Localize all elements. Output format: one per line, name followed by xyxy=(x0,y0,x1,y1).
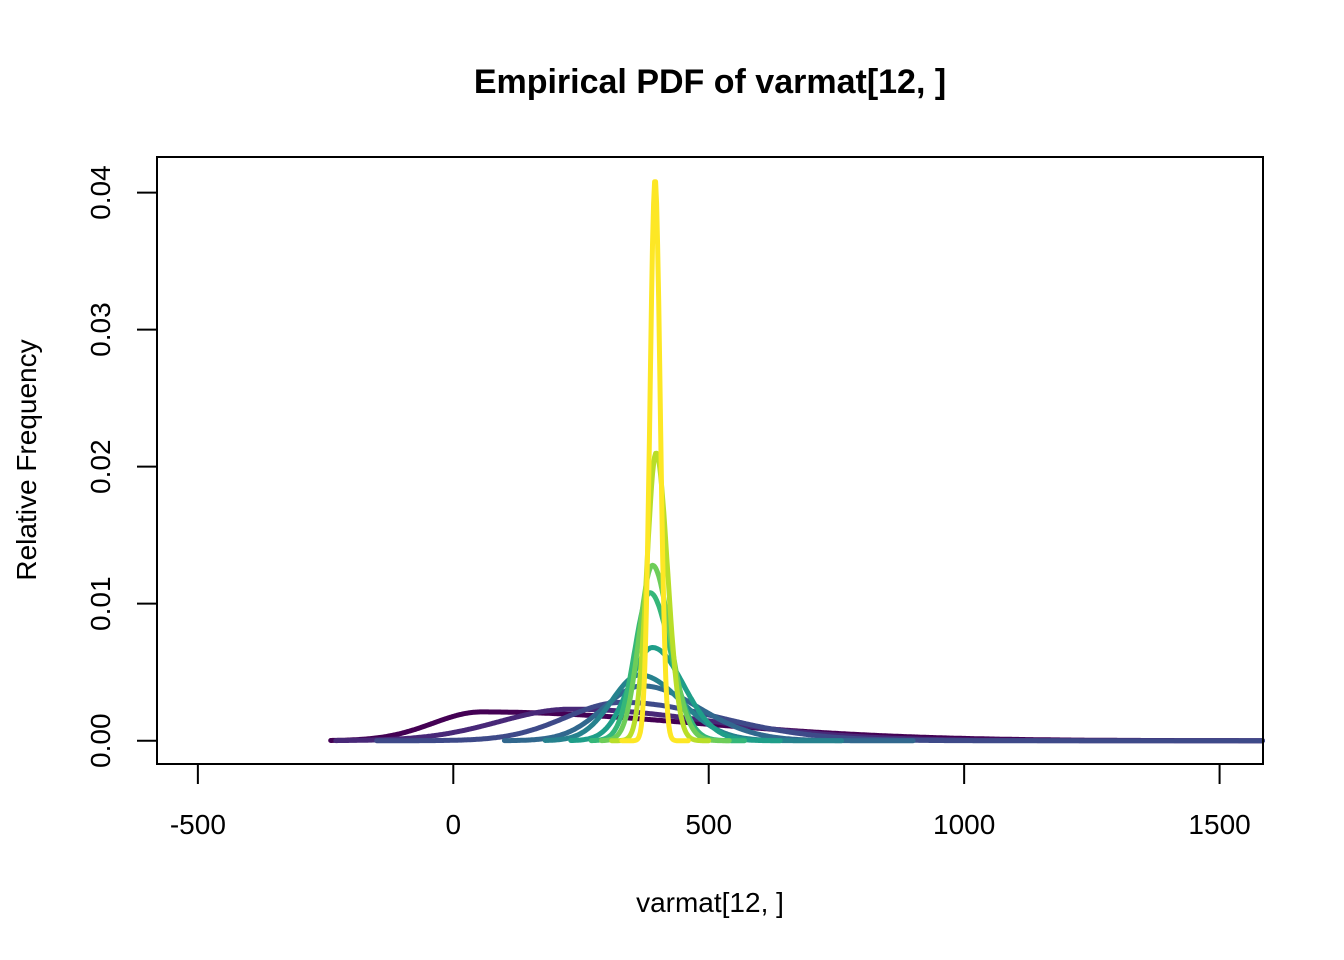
x-axis-label: varmat[12, ] xyxy=(636,887,784,918)
series-line-8 xyxy=(374,699,1265,744)
y-tick-label: 0.04 xyxy=(85,165,116,220)
x-tick-label: 1500 xyxy=(1188,809,1250,840)
y-axis: 0.00 0.01 0.02 0.03 0.04 xyxy=(85,165,158,768)
x-tick-label: 500 xyxy=(685,809,732,840)
series-line-1 xyxy=(619,179,691,744)
chart-title: Empirical PDF of varmat[12, ] xyxy=(474,63,946,101)
x-tick-label: 0 xyxy=(446,809,462,840)
y-tick-label: 0.03 xyxy=(85,302,116,357)
series-line-6 xyxy=(542,672,844,744)
y-axis-label: Relative Frequency xyxy=(11,339,42,580)
x-tick-label: -500 xyxy=(170,809,226,840)
y-tick-label: 0.01 xyxy=(85,576,116,631)
x-axis: -500 0 500 1000 1500 xyxy=(170,763,1251,840)
y-tick-label: 0.02 xyxy=(85,439,116,494)
series-layer xyxy=(328,179,1265,744)
series-line-10 xyxy=(328,709,1265,744)
series-line-7 xyxy=(501,683,916,744)
plot-frame xyxy=(156,156,1264,765)
x-tick-label: 1000 xyxy=(933,809,995,840)
y-tick-label: 0.00 xyxy=(85,713,116,768)
